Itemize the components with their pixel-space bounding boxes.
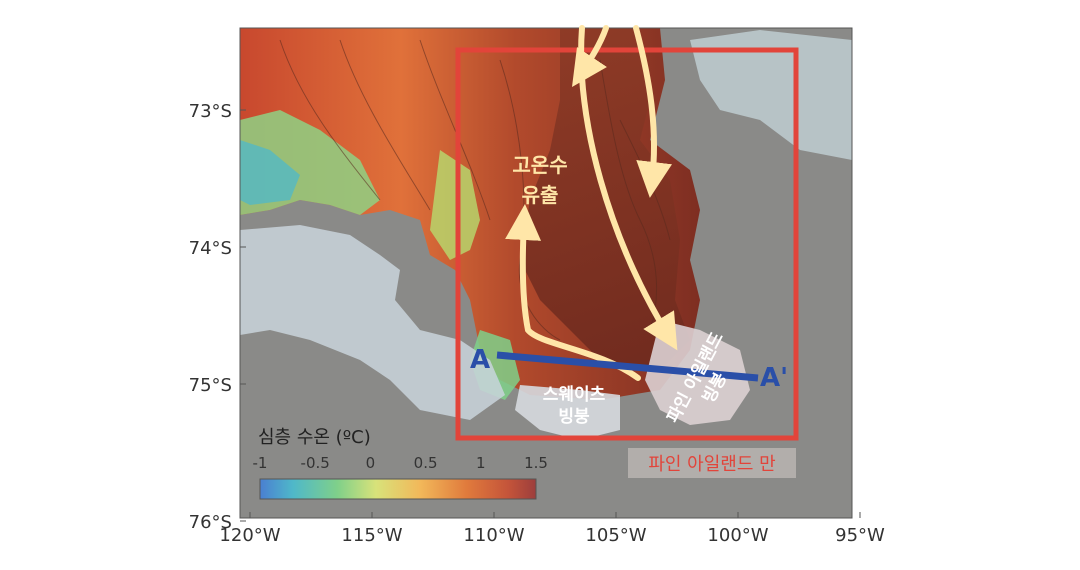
lat-tick-label: 76°S — [189, 512, 232, 533]
lon-tick-label: 100°W — [707, 525, 768, 546]
section-line — [496, 351, 759, 382]
colorbar-ticks: -1 -0.5 0 0.5 1 1.5 — [253, 454, 548, 472]
thwaites-ice-shelf — [515, 385, 620, 440]
cool-water-center — [430, 150, 480, 260]
section-end-label: A' — [760, 363, 788, 393]
lon-tick-label: 105°W — [585, 525, 646, 546]
lat-tick-label: 73°S — [189, 101, 232, 122]
thwaites-label-line2: 빙붕 — [558, 407, 590, 427]
inflow-arrow-east — [633, 25, 673, 198]
colorbar-tick-label: 0.5 — [414, 454, 438, 472]
ice-shelf-west — [240, 225, 505, 420]
colorbar — [259, 478, 537, 500]
lat-tick-label: 75°S — [189, 375, 232, 396]
outflow-arrow — [505, 204, 641, 381]
ice-shelf-northeast — [690, 30, 852, 160]
current-arrows — [505, 25, 678, 381]
warm-outflow-label-line2: 유출 — [522, 183, 559, 207]
longitude-ticks: 120°W 115°W 110°W 105°W 100°W 95°W — [219, 512, 885, 546]
bay-box — [455, 47, 799, 441]
colorbar-tick-label: 1 — [476, 454, 486, 472]
lon-tick-label: 110°W — [463, 525, 524, 546]
bay-label-background — [628, 448, 796, 478]
warm-outflow-label-line1: 고온수 — [512, 153, 567, 177]
bay-label: 파인 아일랜드 만 — [648, 454, 775, 475]
map-border — [239, 27, 853, 519]
colorbar-title: 심층 수온 (ºC) — [258, 427, 371, 448]
colorbar-tick-label: 1.5 — [524, 454, 548, 472]
section-start-label: A — [470, 345, 490, 375]
colorbar-tick-label: -1 — [253, 454, 268, 472]
colorbar-tick-label: -0.5 — [301, 454, 330, 472]
colorbar-tick-label: 0 — [366, 454, 376, 472]
lon-tick-label: 115°W — [341, 525, 402, 546]
cold-water-west — [240, 140, 300, 205]
lon-tick-label: 95°W — [835, 525, 885, 546]
inflow-arrow-north — [572, 25, 609, 87]
lat-tick-label: 74°S — [189, 238, 232, 259]
lon-tick-label: 120°W — [219, 525, 280, 546]
latitude-ticks: 73°S 74°S 75°S 76°S — [189, 101, 246, 533]
thwaites-label-line1: 스웨이츠 — [543, 385, 606, 405]
